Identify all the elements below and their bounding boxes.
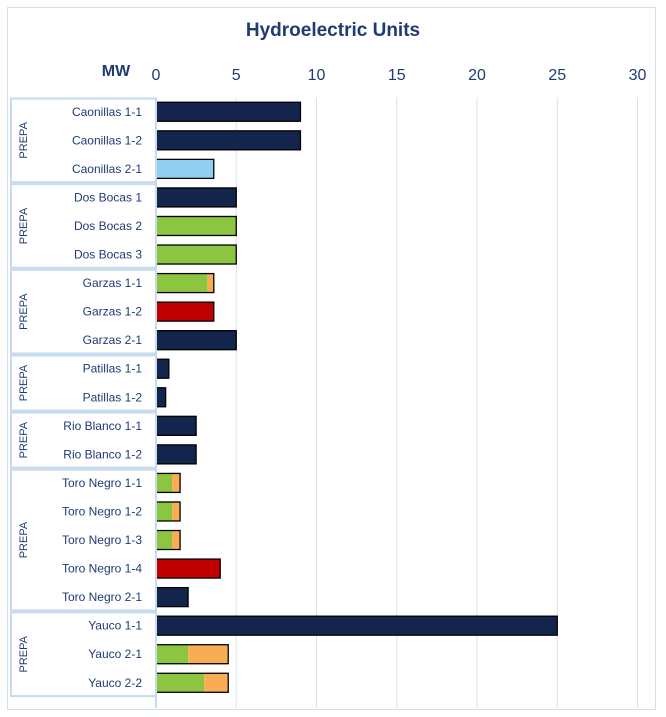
category-label: Garzas 1-2 xyxy=(83,305,143,319)
bar-segment xyxy=(204,673,229,693)
x-axis-unit-label: MW xyxy=(101,63,131,80)
x-tick-label: 20 xyxy=(468,67,486,84)
category-label: Caonillas 1-2 xyxy=(72,133,142,147)
group-label: PREPA xyxy=(18,207,30,244)
group-label: PREPA xyxy=(18,293,30,330)
bar-segment xyxy=(156,216,237,236)
bar-segment xyxy=(172,530,181,550)
category-label: Caonillas 1-1 xyxy=(72,105,142,119)
bar-segment xyxy=(172,473,181,493)
bar-segment xyxy=(156,530,173,550)
category-label: Toro Negro 2-1 xyxy=(62,590,142,604)
bar-segment xyxy=(156,473,173,493)
x-tick-label: 0 xyxy=(152,67,161,84)
category-label: Toro Negro 1-3 xyxy=(62,533,142,547)
group-label: PREPA xyxy=(18,364,30,401)
bar-segment xyxy=(156,102,301,122)
category-label: Dos Bocas 2 xyxy=(74,219,142,233)
category-label: Patillas 1-2 xyxy=(83,390,143,404)
category-label: Yauco 2-2 xyxy=(88,676,142,690)
x-tick-label: 5 xyxy=(232,67,241,84)
bar-segment xyxy=(156,330,237,350)
bar-segment xyxy=(156,159,214,179)
x-tick-label: 30 xyxy=(629,67,647,84)
category-label: Rio Blanco 1-2 xyxy=(63,447,142,461)
x-tick-label: 10 xyxy=(308,67,326,84)
bar-segment xyxy=(156,444,197,464)
category-label: Rio Blanco 1-1 xyxy=(63,419,142,433)
bar-segment xyxy=(188,644,229,664)
group-label: PREPA xyxy=(18,421,30,458)
category-label: Garzas 1-1 xyxy=(83,276,143,290)
category-label: Toro Negro 1-2 xyxy=(62,504,142,518)
category-label: Toro Negro 1-4 xyxy=(62,562,142,576)
x-tick-label: 25 xyxy=(548,67,566,84)
bar-segment xyxy=(172,501,181,521)
x-tick-label: 15 xyxy=(388,67,406,84)
group-label: PREPA xyxy=(18,635,30,672)
chart-title: Hydroelectric Units xyxy=(245,20,421,41)
bar-segment xyxy=(156,273,208,293)
category-label: Caonillas 2-1 xyxy=(72,162,142,176)
category-label: Dos Bocas 3 xyxy=(74,248,142,262)
group-label: PREPA xyxy=(18,121,30,158)
bar-segment xyxy=(156,501,173,521)
category-label: Patillas 1-1 xyxy=(83,362,143,376)
bar-segment xyxy=(156,187,237,207)
bar-segment xyxy=(156,559,221,579)
group-label: PREPA xyxy=(18,521,30,558)
category-label: Toro Negro 1-1 xyxy=(62,476,142,490)
bar-segment xyxy=(156,387,166,407)
chart-frame xyxy=(7,7,656,710)
bar-segment xyxy=(207,273,214,293)
bar-segment xyxy=(156,302,214,322)
bar-segment xyxy=(156,673,205,693)
bar-segment xyxy=(156,130,301,150)
bar-segment xyxy=(156,416,197,436)
bar-segment xyxy=(156,359,169,379)
category-label: Garzas 2-1 xyxy=(83,333,143,347)
category-label: Dos Bocas 1 xyxy=(74,190,142,204)
bar-segment xyxy=(156,587,189,607)
category-label: Yauco 2-1 xyxy=(88,647,142,661)
bar-segment xyxy=(156,245,237,265)
bar-segment xyxy=(156,644,189,664)
category-label: Yauco 1-1 xyxy=(88,619,142,633)
bar-segment xyxy=(156,616,558,636)
